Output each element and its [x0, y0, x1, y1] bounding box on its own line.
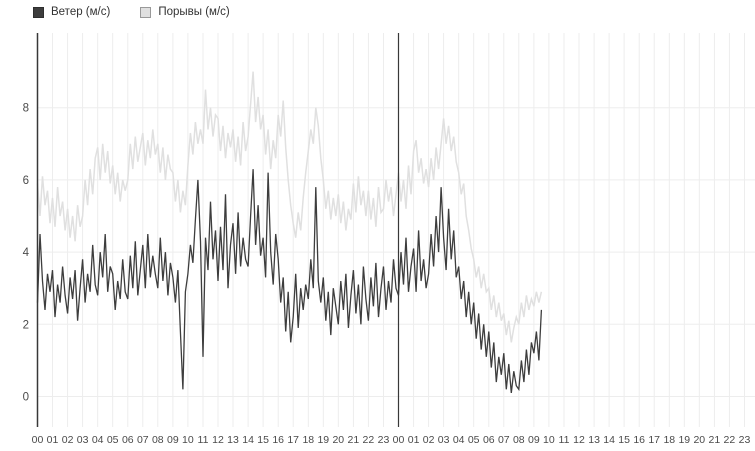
- x-tick-label: 10: [182, 434, 194, 446]
- x-tick-label: 23: [378, 434, 390, 446]
- x-tick-label: 15: [618, 434, 630, 446]
- x-tick-label: 08: [513, 434, 525, 446]
- gusts-legend-label: Порывы (м/с): [158, 6, 230, 18]
- x-tick-label: 14: [242, 434, 254, 446]
- x-tick-label: 05: [107, 434, 119, 446]
- wind-series-line: [36, 169, 543, 393]
- x-tick-label: 17: [287, 434, 299, 446]
- x-tick-label: 10: [543, 434, 555, 446]
- x-tick-label: 18: [663, 434, 675, 446]
- x-tick-label: 16: [633, 434, 645, 446]
- grid-lines: [37, 33, 755, 427]
- x-tick-label: 20: [693, 434, 705, 446]
- x-tick-label: 08: [152, 434, 164, 446]
- x-tick-label: 21: [709, 434, 721, 446]
- x-tick-label: 02: [423, 434, 435, 446]
- x-tick-label: 04: [453, 434, 465, 446]
- gusts-swatch-icon: [140, 7, 152, 18]
- x-tick-label: 01: [47, 434, 59, 446]
- x-tick-label: 11: [198, 434, 209, 446]
- y-tick-label: 6: [23, 175, 29, 187]
- x-tick-label: 03: [77, 434, 89, 446]
- x-tick-label: 15: [257, 434, 269, 446]
- x-tick-label: 17: [648, 434, 660, 446]
- x-tick-label: 12: [573, 434, 585, 446]
- legend: Ветер (м/с) Порывы (м/с): [33, 6, 230, 19]
- x-tick-label: 14: [603, 434, 615, 446]
- x-tick-label: 22: [363, 434, 375, 446]
- x-tick-label: 18: [302, 434, 314, 446]
- x-tick-label: 02: [62, 434, 74, 446]
- x-tick-label: 00: [32, 434, 44, 446]
- x-tick-label: 19: [317, 434, 329, 446]
- x-tick-label: 01: [408, 434, 420, 446]
- x-tick-label: 12: [212, 434, 224, 446]
- y-tick-label: 2: [23, 319, 29, 331]
- y-tick-label: 0: [23, 392, 29, 404]
- wind-legend-label: Ветер (м/с): [51, 6, 111, 18]
- x-tick-label: 20: [332, 434, 344, 446]
- x-tick-label: 09: [528, 434, 540, 446]
- x-tick-label: 03: [438, 434, 450, 446]
- x-tick-label: 23: [739, 434, 751, 446]
- legend-item-gusts[interactable]: Порывы (м/с): [140, 6, 230, 19]
- x-tick-label: 06: [122, 434, 134, 446]
- x-tick-label: 05: [468, 434, 480, 446]
- x-tick-label: 06: [483, 434, 495, 446]
- x-tick-label: 04: [92, 434, 104, 446]
- x-tick-label: 16: [272, 434, 284, 446]
- x-tick-label: 07: [498, 434, 510, 446]
- gusts-series-line: [36, 71, 543, 343]
- x-tick-label: 13: [227, 434, 239, 446]
- x-tick-label: 13: [588, 434, 600, 446]
- legend-item-wind[interactable]: Ветер (м/с): [33, 6, 110, 19]
- x-tick-label: 00: [393, 434, 405, 446]
- x-tick-label: 19: [678, 434, 690, 446]
- x-tick-label: 11: [559, 434, 570, 446]
- x-tick-label: 09: [167, 434, 179, 446]
- y-tick-label: 4: [23, 247, 30, 259]
- y-axis-labels: 0 2 4 6 8: [23, 103, 30, 404]
- x-axis-labels: 00 01 02 03 04 05 06 07 08 09 10 11 12 13 14 15 16 17 18 19…: [32, 434, 751, 446]
- y-tick-label: 8: [23, 103, 29, 115]
- x-tick-label: 21: [348, 434, 360, 446]
- wind-swatch-icon: [33, 7, 44, 18]
- x-tick-label: 22: [724, 434, 736, 446]
- x-tick-label: 07: [137, 434, 149, 446]
